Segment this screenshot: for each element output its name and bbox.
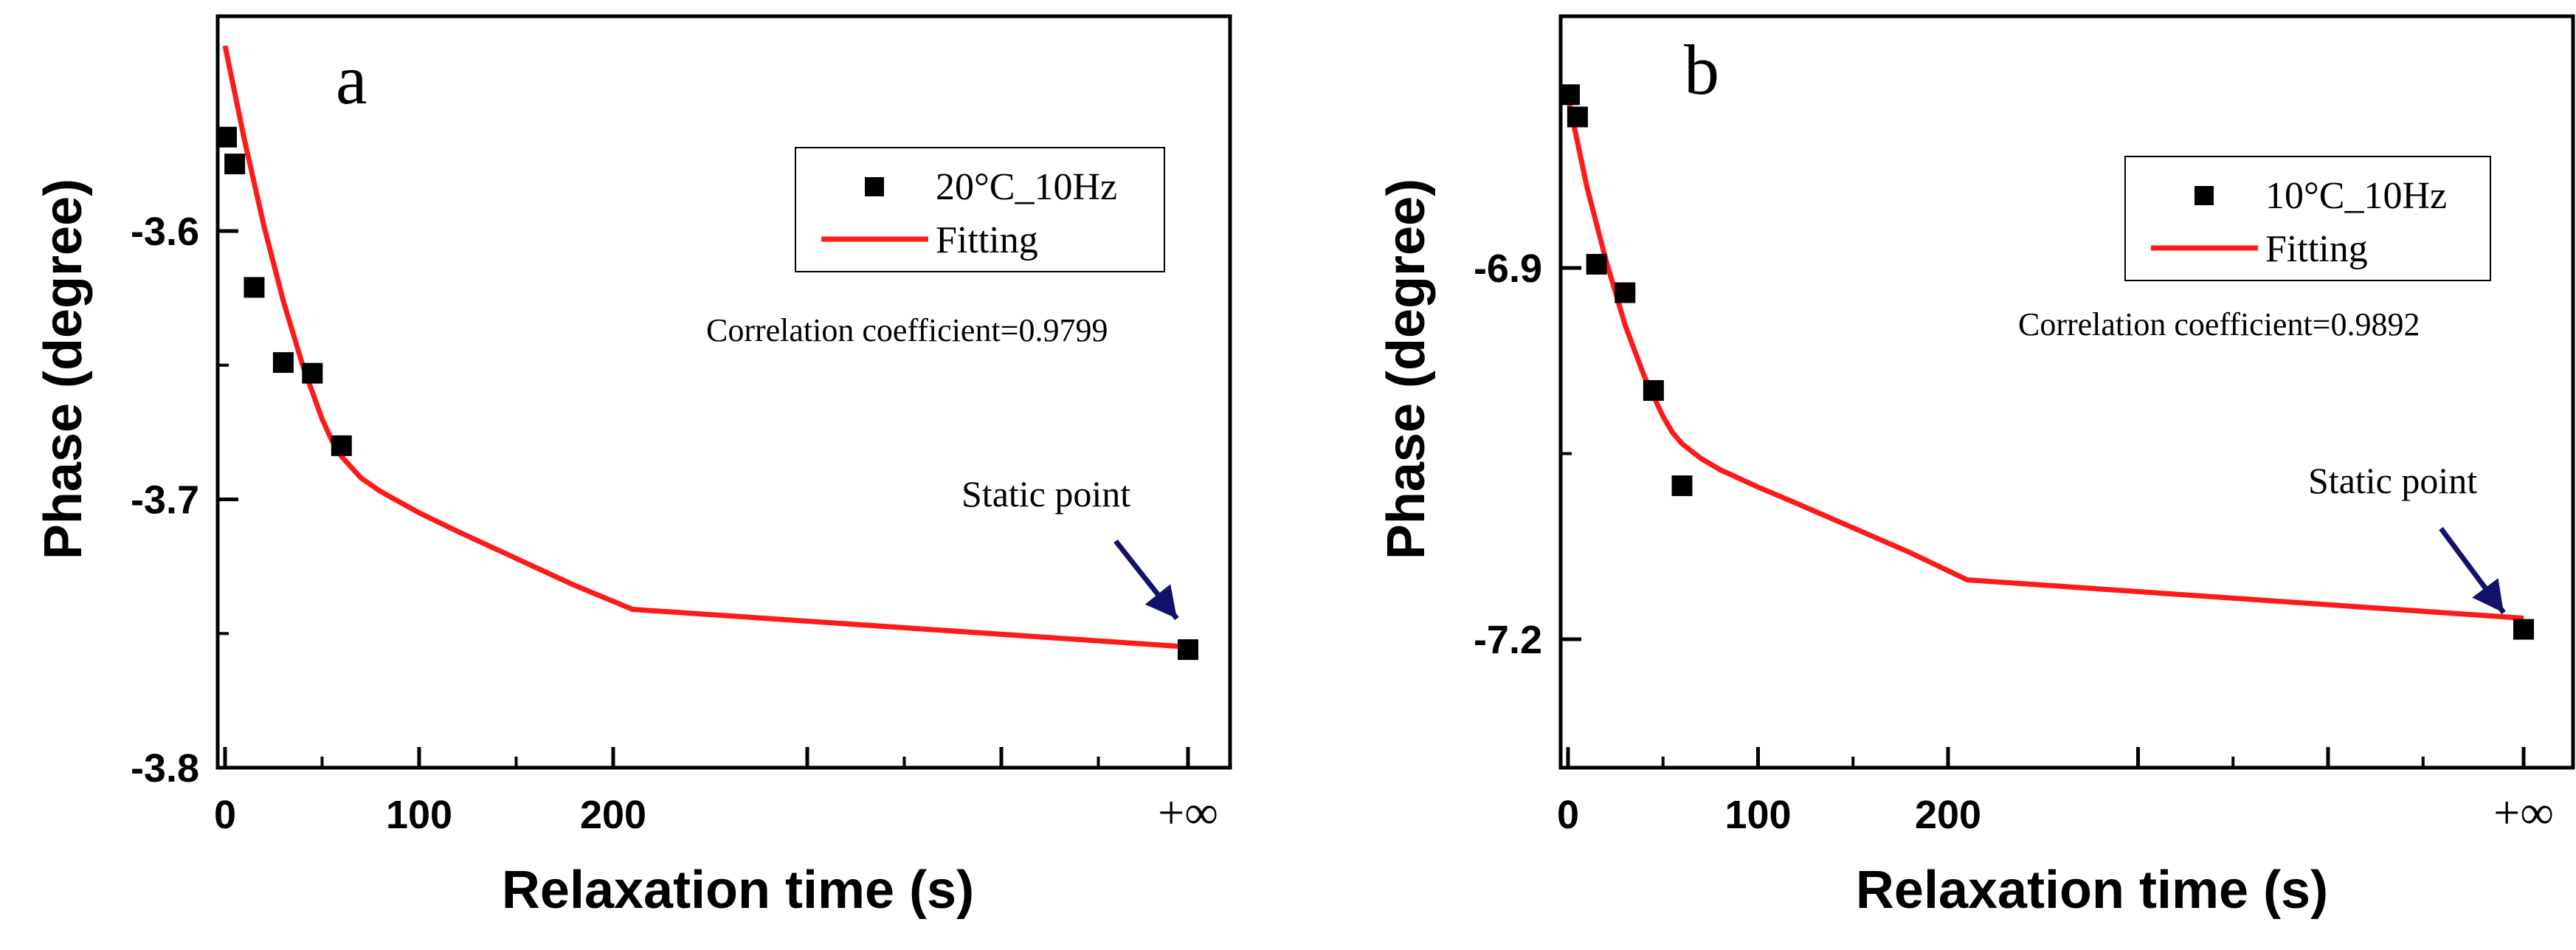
legend-box (2124, 156, 2491, 281)
data-point (272, 352, 294, 374)
y-axis-title: Phase (degree) (34, 179, 93, 560)
y-tick-label: -7.2 (1474, 618, 1542, 662)
legend-label-points: 20°C_10Hz (936, 166, 1117, 208)
correlation-text: Correlation coefficient=0.9892 (2018, 306, 2420, 343)
y-tick-label: -3.7 (131, 478, 199, 523)
x-tick-label: 0 (1557, 793, 1579, 837)
y-axis-title: Phase (degree) (1377, 179, 1436, 560)
x-axis-title: Relaxation time (s) (502, 861, 974, 920)
data-point (1586, 253, 1607, 275)
data-point (2513, 619, 2534, 640)
data-point (1671, 475, 1693, 497)
data-point (1567, 106, 1588, 128)
y-tick-label: -3.6 (131, 210, 199, 254)
x-tick-label: 100 (386, 793, 452, 837)
y-tick-label: -6.9 (1474, 247, 1542, 291)
legend-marker-points (865, 177, 884, 196)
data-point (216, 126, 237, 148)
x-tick-label: 0 (214, 793, 236, 837)
panel-label: a (336, 40, 367, 119)
data-point (1643, 379, 1664, 401)
plot-frame (215, 14, 1232, 770)
legend-label-fitting: Fitting (2265, 228, 2368, 270)
data-point (302, 362, 323, 384)
y-tick-label: -3.8 (131, 746, 199, 791)
panel-label: b (1684, 30, 1719, 109)
data-point (224, 154, 246, 175)
static-point-label: Static point (961, 473, 1130, 514)
static-point-label: Static point (2308, 460, 2477, 501)
static-point-arrowhead (2472, 578, 2504, 613)
static-point-arrowhead (1144, 584, 1177, 619)
x-tick-label: 100 (1724, 793, 1791, 837)
legend-marker-points (2195, 186, 2214, 205)
x-tick-label-infinity: +∞ (2493, 786, 2554, 839)
legend-label-points: 10°C_10Hz (2265, 175, 2447, 217)
data-point (1615, 282, 1636, 303)
chart-panel-b: 0 100 200 +∞ -6.9 -7.2 Relaxation time (s) Phas… (1377, 14, 2575, 920)
plot-frame (1558, 14, 2575, 770)
x-tick-label: 200 (580, 793, 646, 837)
data-point (1559, 84, 1580, 106)
x-tick-label-infinity: +∞ (1158, 786, 1218, 839)
legend-label-fitting: Fitting (936, 219, 1038, 261)
x-axis-title: Relaxation time (s) (1856, 861, 2328, 920)
chart-panel-a: 0 100 200 +∞ -3.6 -3.7 -3.8 Relaxation time (s)… (34, 14, 1232, 920)
correlation-text: Correlation coefficient=0.9799 (706, 312, 1108, 348)
legend-box (795, 147, 1165, 272)
data-point (331, 435, 352, 456)
data-point (1178, 639, 1198, 661)
data-point (244, 277, 265, 298)
x-tick-label: 200 (1915, 793, 1981, 837)
fitting-line (222, 45, 1189, 650)
